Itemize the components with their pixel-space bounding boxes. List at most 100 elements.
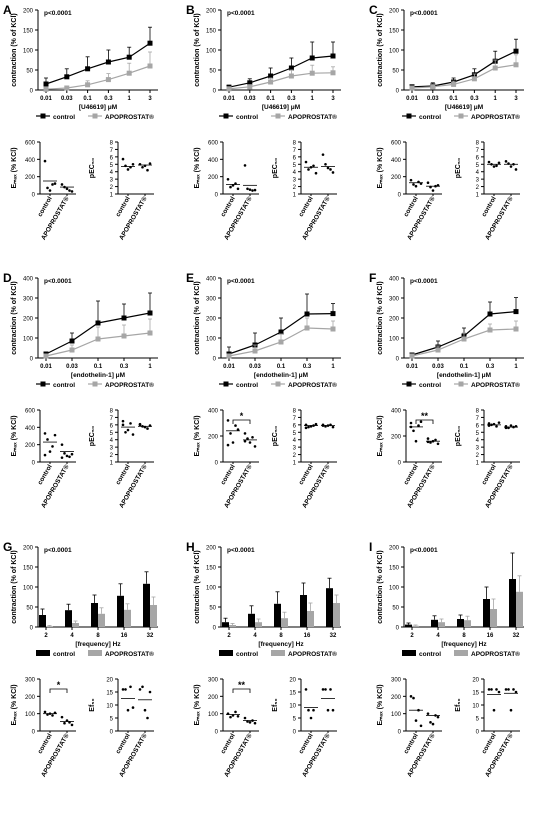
y-tick-label: 8 bbox=[110, 141, 114, 147]
x-tick-label: 0.1 bbox=[449, 96, 458, 102]
bar bbox=[438, 622, 445, 627]
y-tick-label: 15 bbox=[106, 691, 113, 697]
y-axis-label: Eₘₐₓ (% KCl) bbox=[377, 147, 384, 188]
y-tick-label: 2 bbox=[293, 185, 297, 191]
y-tick-label: 200 bbox=[206, 9, 217, 15]
data-point bbox=[409, 695, 413, 698]
y-tick-label: 3 bbox=[476, 178, 480, 184]
x-tick-label: 0.01 bbox=[406, 364, 418, 370]
legend-marker bbox=[92, 381, 98, 387]
y-axis-label: contraction (% of KCl) bbox=[377, 13, 384, 87]
legend-label: APOPROSTAT® bbox=[288, 650, 337, 658]
y-tick-label: 0 bbox=[213, 89, 217, 95]
y-tick-label: 8 bbox=[293, 141, 297, 147]
data-point bbox=[226, 353, 232, 359]
y-tick-label: 200 bbox=[23, 9, 34, 15]
y-tick-label: 100 bbox=[25, 712, 36, 718]
data-point bbox=[331, 171, 335, 174]
legend-label: APOPROSTAT® bbox=[288, 381, 337, 389]
data-point bbox=[417, 424, 420, 427]
data-point bbox=[68, 455, 71, 459]
y-axis-label: Eₘₐₓ (% KCl) bbox=[377, 415, 384, 456]
x-tick-label: 2 bbox=[410, 633, 414, 639]
x-tick-label: 0.03 bbox=[249, 364, 261, 370]
legend-marker bbox=[406, 381, 412, 387]
y-tick-label: 0 bbox=[215, 730, 219, 736]
y-axis-label: pEC₅₀ bbox=[272, 158, 279, 178]
data-point bbox=[509, 708, 513, 712]
y-tick-label: 7 bbox=[476, 148, 480, 154]
x-tick-label: 16 bbox=[487, 633, 494, 639]
y-tick-label: 2 bbox=[293, 453, 297, 459]
x-tick-label: 2 bbox=[44, 633, 48, 639]
data-point bbox=[46, 186, 49, 190]
y-tick-label: 7 bbox=[476, 416, 480, 422]
panel-letter: C bbox=[369, 3, 378, 17]
data-point bbox=[121, 315, 127, 321]
x-axis-label: [endothelin-1] μM bbox=[254, 372, 308, 379]
x-tick-label: 3 bbox=[148, 96, 152, 102]
series-line bbox=[411, 64, 517, 89]
y-tick-label: 10 bbox=[472, 704, 479, 710]
data-point bbox=[251, 436, 254, 439]
data-point bbox=[430, 84, 436, 90]
y-axis-label: Eₘₐₓ (% KCl) bbox=[11, 415, 18, 456]
y-tick-label: 200 bbox=[389, 546, 400, 552]
bar bbox=[65, 610, 72, 627]
x-tick-label: 0.3 bbox=[287, 96, 296, 102]
y-tick-label: 300 bbox=[25, 678, 36, 684]
data-point bbox=[513, 62, 519, 68]
bar bbox=[248, 613, 255, 627]
legend: control APOPROSTAT® bbox=[219, 650, 337, 658]
y-tick-label: 2 bbox=[476, 453, 480, 459]
y-tick-label: 2 bbox=[110, 185, 114, 191]
data-point bbox=[330, 311, 336, 317]
data-point bbox=[147, 40, 153, 46]
data-point bbox=[307, 168, 310, 171]
y-tick-label: 150 bbox=[206, 29, 217, 35]
x-tick-label: 16 bbox=[304, 633, 311, 639]
x-axis-label: [frequency] Hz bbox=[75, 641, 121, 648]
data-point bbox=[247, 84, 253, 90]
x-tick-label: 0.1 bbox=[83, 96, 92, 102]
data-point bbox=[234, 710, 237, 714]
y-tick-label: 50 bbox=[392, 69, 399, 75]
data-point bbox=[504, 688, 508, 691]
data-point bbox=[412, 696, 415, 700]
bar bbox=[326, 588, 333, 627]
y-tick-label: 300 bbox=[208, 678, 219, 684]
data-point bbox=[509, 424, 513, 427]
y-tick-label: 0 bbox=[293, 730, 297, 736]
data-point bbox=[147, 310, 153, 316]
legend: control APOPROSTAT® bbox=[219, 381, 337, 389]
data-point bbox=[95, 336, 101, 342]
data-point bbox=[231, 441, 235, 444]
data-point bbox=[226, 443, 230, 447]
data-point bbox=[414, 184, 418, 188]
data-point bbox=[321, 153, 325, 156]
significance-marker: ** bbox=[238, 680, 246, 690]
y-tick-label: 7 bbox=[293, 416, 297, 422]
legend-swatch bbox=[36, 650, 50, 656]
x-category-label: control bbox=[298, 732, 315, 755]
panel-letter: F bbox=[369, 271, 376, 285]
data-point bbox=[70, 452, 74, 456]
x-axis-label: [U46619] μM bbox=[445, 104, 483, 111]
data-point bbox=[129, 422, 132, 425]
y-axis-label: Eₘₐₓ (% KCl) bbox=[11, 684, 18, 725]
data-point bbox=[412, 429, 415, 433]
data-point bbox=[121, 157, 125, 161]
data-point bbox=[497, 690, 501, 694]
y-axis-label: contraction (% of KCl) bbox=[11, 281, 18, 355]
panel-G-Emax: Eₘₐₓ (% KCl)0100200300controlAPOPROSTAT®… bbox=[11, 678, 76, 778]
legend-label: APOPROSTAT® bbox=[105, 381, 154, 389]
bar bbox=[117, 595, 124, 627]
x-tick-label: 1 bbox=[494, 96, 498, 102]
data-point bbox=[147, 330, 153, 336]
data-point bbox=[419, 420, 423, 424]
data-point bbox=[436, 715, 440, 719]
data-point bbox=[492, 165, 496, 168]
